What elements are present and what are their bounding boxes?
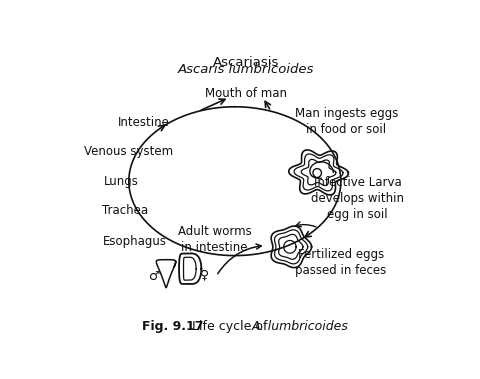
Text: Man ingests eggs
in food or soil: Man ingests eggs in food or soil xyxy=(295,107,398,136)
Text: Adult worms
in intestine: Adult worms in intestine xyxy=(178,225,251,254)
Text: Infective Larva
develops within
egg in soil: Infective Larva develops within egg in s… xyxy=(311,176,404,221)
Text: ♂: ♂ xyxy=(149,269,160,282)
Text: Ascaris lumbricoides: Ascaris lumbricoides xyxy=(178,63,314,76)
Text: Trachea: Trachea xyxy=(102,204,148,217)
Text: Intestine: Intestine xyxy=(118,116,169,129)
Text: Life cycle of: Life cycle of xyxy=(188,320,272,333)
Text: Ascariasis: Ascariasis xyxy=(213,56,279,69)
Text: Mouth of man: Mouth of man xyxy=(205,87,287,100)
Text: ♀: ♀ xyxy=(200,268,209,281)
Text: Lungs: Lungs xyxy=(104,175,139,188)
Text: A. lumbricoides: A. lumbricoides xyxy=(252,320,348,333)
Text: Esophagus: Esophagus xyxy=(102,235,167,247)
Text: Fig. 9.17: Fig. 9.17 xyxy=(142,320,204,333)
Text: Fertilized eggs
passed in feces: Fertilized eggs passed in feces xyxy=(295,248,386,277)
Text: Venous system: Venous system xyxy=(84,146,173,158)
